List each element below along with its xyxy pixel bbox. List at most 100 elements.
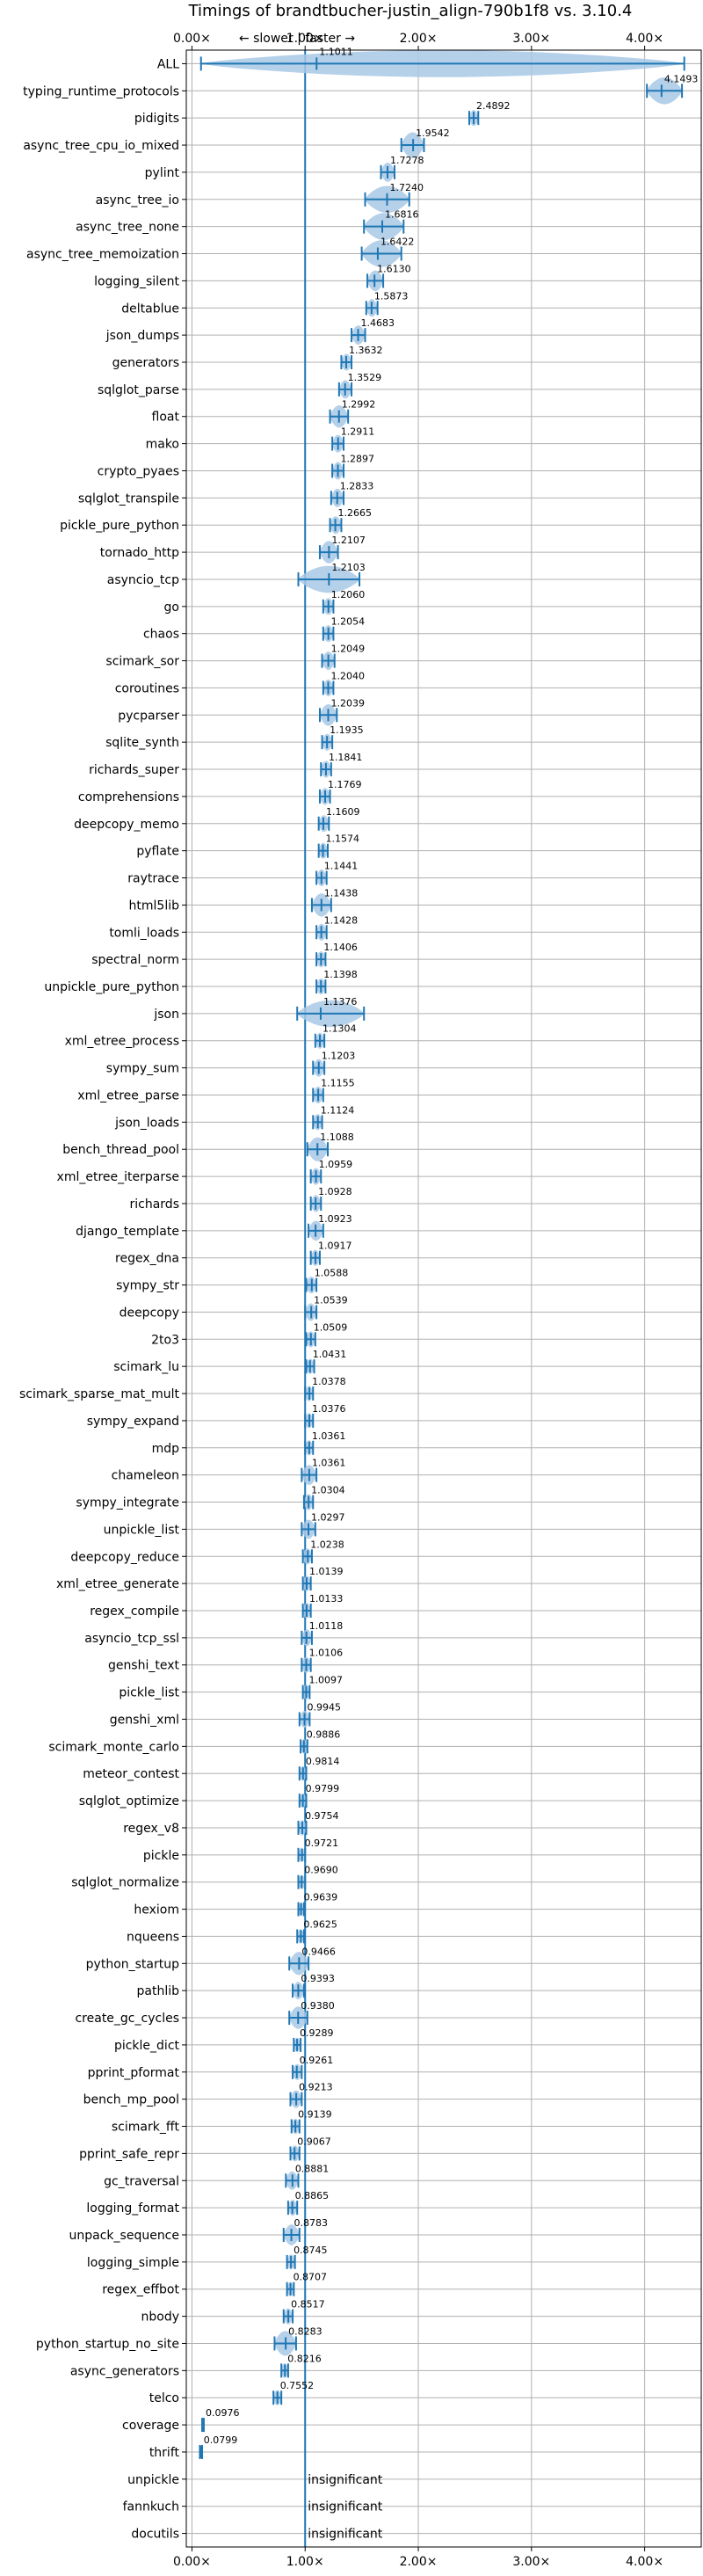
value-label: 0.9886 <box>307 1728 341 1740</box>
category-label: pickle_pure_python <box>60 519 179 533</box>
value-label: 1.2103 <box>331 562 366 573</box>
value-label: 1.0917 <box>318 1241 352 1252</box>
marks-layer: 1.1011 4.1493 2.4892 1.9542 1.7278 1.7240 1.68… <box>199 46 699 2542</box>
value-label: 1.0588 <box>315 1268 349 1279</box>
slower-faster-annotation: ← slower | faster → <box>239 32 355 46</box>
value-label: 4.1493 <box>664 73 699 84</box>
category-label: async_tree_cpu_io_mixed <box>23 139 179 153</box>
value-label: 1.5873 <box>374 290 409 302</box>
category-label: regex_dna <box>115 1252 179 1266</box>
category-label: ALL <box>157 57 179 71</box>
category-label: create_gc_cycles <box>75 2012 179 2026</box>
category-label: pyflate <box>136 845 179 859</box>
category-label: scimark_fft <box>112 2121 180 2135</box>
value-label: 1.3529 <box>348 372 382 383</box>
insignificant-label: insignificant <box>308 2528 383 2542</box>
value-label: 1.6422 <box>380 236 415 248</box>
category-label: nqueens <box>127 1930 179 1944</box>
category-label: generators <box>112 356 179 370</box>
category-label: asyncio_tcp <box>107 573 179 587</box>
category-label: bench_mp_pool <box>83 2093 179 2107</box>
value-label: 0.8881 <box>295 2163 330 2174</box>
value-label: 1.2060 <box>331 589 366 600</box>
category-label: xml_etree_parse <box>77 1088 179 1102</box>
category-label: pprint_safe_repr <box>79 2147 179 2161</box>
x-tick-label-top: 2.00× <box>400 32 438 46</box>
value-label: 1.7240 <box>389 182 424 193</box>
category-label: thrift <box>149 2446 180 2460</box>
value-label: 1.1011 <box>319 46 353 57</box>
value-label: 1.1841 <box>329 752 363 763</box>
value-label: 0.8216 <box>287 2353 322 2364</box>
value-label: 1.0304 <box>311 1485 345 1496</box>
value-label: 1.1438 <box>324 887 359 899</box>
category-label: pickle_dict <box>114 2039 180 2053</box>
category-label: sqlglot_transpile <box>78 491 179 506</box>
category-label: chameleon <box>112 1469 179 1483</box>
x-tick-label-top: 3.00× <box>512 32 550 46</box>
value-label: 0.0799 <box>204 2434 238 2446</box>
value-label: 1.0928 <box>318 1186 352 1197</box>
category-label: pylint <box>145 166 180 180</box>
category-label: sympy_expand <box>87 1415 179 1429</box>
value-label: 1.1398 <box>323 969 358 980</box>
value-label: 0.9690 <box>304 1865 338 1876</box>
category-label: sympy_sum <box>106 1062 179 1076</box>
insignificant-label: insignificant <box>308 2500 383 2514</box>
category-label: genshi_xml <box>110 1713 179 1727</box>
value-label: 1.0431 <box>313 1349 347 1360</box>
value-label: 0.9289 <box>300 2027 334 2039</box>
value-label: 1.2833 <box>340 480 374 491</box>
value-label: 1.2665 <box>338 507 373 519</box>
grid-layer <box>186 50 701 2547</box>
value-label: 0.9639 <box>304 1892 338 1903</box>
category-label: json_dumps <box>105 329 179 343</box>
x-axis-ticks: 0.00× 0.00× 1.00× 1.00× 2.00× 2.00× 3.00× 3.00×… <box>173 32 663 2569</box>
category-label: async_tree_none <box>76 221 179 235</box>
category-label: comprehensions <box>78 790 179 804</box>
category-label: sqlite_synth <box>105 736 179 750</box>
category-label: django_template <box>76 1225 179 1239</box>
category-label: pprint_pformat <box>88 2066 180 2080</box>
category-label: docutils <box>131 2528 179 2542</box>
category-label: mako <box>146 438 179 452</box>
value-label: 0.9393 <box>301 1973 335 1984</box>
value-label: 0.9213 <box>299 2082 333 2093</box>
category-label: deepcopy_reduce <box>70 1550 179 1564</box>
category-label: regex_v8 <box>123 1822 179 1836</box>
value-label: 1.2039 <box>330 697 365 709</box>
category-label: sqlglot_optimize <box>79 1794 179 1808</box>
category-label: coverage <box>122 2419 179 2433</box>
value-label: 0.8865 <box>295 2190 330 2201</box>
value-label: 1.1376 <box>323 996 358 1008</box>
value-label: 1.1203 <box>322 1051 356 1062</box>
value-label: 1.1769 <box>328 779 362 790</box>
insignificant-label: insignificant <box>308 2473 383 2487</box>
category-label: chaos <box>143 628 179 642</box>
category-label: xml_etree_iterparse <box>57 1170 179 1184</box>
category-label: 2to3 <box>151 1333 179 1347</box>
value-label: 1.0238 <box>310 1539 344 1550</box>
category-label: json_loads <box>114 1116 179 1130</box>
value-label: 0.9945 <box>308 1701 342 1713</box>
category-label: async_generators <box>70 2364 179 2378</box>
plot-frame <box>185 49 702 2548</box>
value-label: 0.9139 <box>298 2109 332 2121</box>
category-label: fannkuch <box>123 2500 179 2514</box>
category-label: deltablue <box>121 302 179 316</box>
value-label: 1.0118 <box>309 1620 344 1632</box>
category-label: scimark_sparse_mat_mult <box>19 1387 179 1401</box>
value-label: 1.7278 <box>390 155 424 166</box>
value-label: 1.2911 <box>341 426 375 438</box>
value-label: 1.1609 <box>326 806 360 818</box>
category-label: python_startup <box>86 1957 179 1971</box>
value-label: 0.0976 <box>206 2407 240 2419</box>
category-label: scimark_monte_carlo <box>48 1740 179 1754</box>
value-label: 2.4892 <box>476 100 511 112</box>
value-label: 1.1155 <box>321 1077 355 1088</box>
value-label: 1.0509 <box>314 1321 348 1333</box>
value-label: 1.1935 <box>330 724 364 736</box>
category-label: raytrace <box>127 872 179 886</box>
category-label: unpickle_pure_python <box>44 980 179 994</box>
